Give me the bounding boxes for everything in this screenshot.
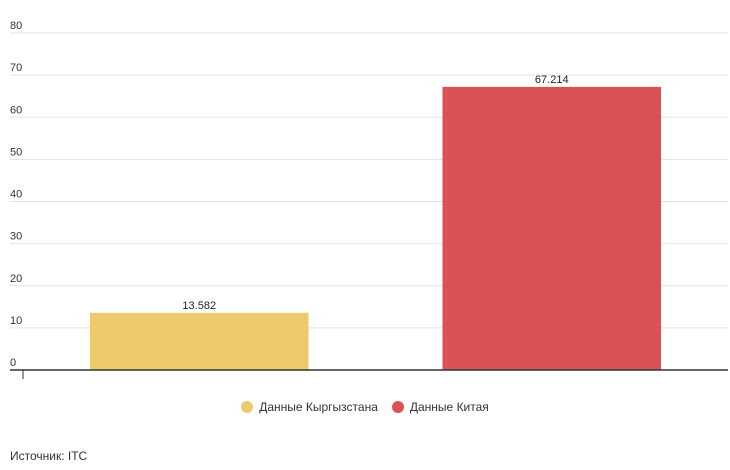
y-tick-label: 60 [10,104,22,116]
bar-china[interactable] [442,86,662,370]
legend-label-china: Данные Китая [409,400,489,414]
y-tick-label: 50 [10,146,22,158]
legend-swatch-china [391,401,404,413]
y-tick-label: 40 [10,189,22,201]
y-tick-label: 10 [10,315,22,327]
legend-label-kyrgyzstan: Данные Кыргызстана [259,400,378,414]
y-tick-label: 30 [10,231,22,243]
data-label-china: 67.214 [535,74,569,86]
source-note: Источник: ITC [10,449,88,463]
data-label-kyrgyzstan: 13.582 [182,300,216,312]
y-tick-label: 70 [10,62,22,74]
y-tick-label: 20 [10,273,22,285]
y-tick-label: 80 [10,20,22,32]
data-labels: 13.582 67.214 [182,74,568,312]
bar-chart: 0 10 20 30 40 50 60 70 80 13.582 67.214 [10,20,728,379]
legend-swatch-kyrgyzstan [241,401,254,413]
y-axis-ticks: 0 10 20 30 40 50 60 70 80 [10,20,22,369]
legend-item-china[interactable]: Данные Китая [391,400,489,414]
bar-kyrgyzstan[interactable] [89,312,309,370]
bars [89,86,662,370]
legend-item-kyrgyzstan[interactable]: Данные Кыргызстана [241,400,378,414]
legend: Данные Кыргызстана Данные Китая [0,400,730,414]
y-tick-label: 0 [10,357,16,369]
gridlines [10,32,728,329]
